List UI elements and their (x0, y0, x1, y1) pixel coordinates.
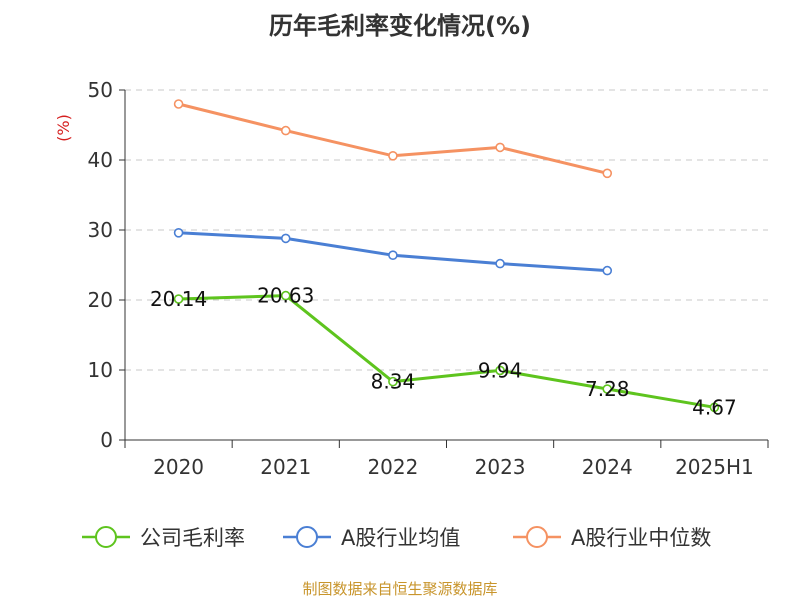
x-tick-label: 2020 (153, 455, 204, 479)
x-tick-label: 2023 (475, 455, 526, 479)
legend-label-0: 公司毛利率 (140, 526, 245, 550)
series-point-0 (280, 290, 291, 301)
data-label: 4.67 (692, 395, 737, 419)
series-point-2 (173, 99, 184, 109)
series-point-1 (388, 250, 398, 260)
y-tick-label: 50 (88, 78, 113, 102)
y-tick-label: 10 (88, 358, 113, 382)
series-point-1 (280, 233, 291, 244)
legend-label-1: A股行业均值 (341, 526, 460, 550)
series-point-2 (602, 168, 613, 179)
data-label: 20.14 (150, 287, 207, 311)
x-tick-label: 2021 (260, 455, 311, 479)
data-labels: 20.14 20.63 8.34 9.94 7.28 4.67 (150, 284, 737, 420)
y-tick-label: 20 (88, 288, 113, 312)
y-tick-label: 30 (88, 218, 113, 242)
series-line-0 (178, 294, 715, 409)
series-point-1 (173, 228, 184, 238)
legend-label-2: A股行业中位数 (571, 526, 711, 550)
series-point-2 (495, 142, 505, 153)
legend-marker-0 (95, 526, 117, 548)
series-point-1 (602, 265, 613, 276)
data-label: 20.63 (257, 284, 314, 308)
data-label: 9.94 (478, 358, 523, 382)
series-line-2 (178, 102, 608, 175)
y-axis-label: (%) (54, 114, 73, 142)
gridlines (125, 89, 768, 371)
series-point-0 (495, 365, 505, 376)
chart-title: 历年毛利率变化情况(%) (269, 12, 531, 40)
legend: 公司毛利率 A股行业均值 A股行业中位数 (82, 526, 711, 550)
legend-marker-1 (296, 526, 318, 548)
y-tick-label: 0 (100, 428, 113, 452)
series-point-0 (388, 376, 398, 387)
data-label: 8.34 (371, 370, 416, 394)
series-lines (178, 102, 715, 409)
y-tick-label: 40 (88, 148, 113, 172)
series-point-0 (602, 384, 613, 394)
series-point-0 (709, 402, 720, 413)
axes: 0 10 20 30 40 50 (%) 2020 2021 2022 2023 2024 2025H1 (54, 78, 769, 479)
series-point-2 (280, 125, 291, 136)
series-point-1 (495, 258, 505, 269)
x-tick-label: 2022 (367, 455, 418, 479)
legend-marker-2 (526, 526, 548, 548)
x-tick-label: 2025H1 (675, 455, 754, 479)
data-label: 7.28 (585, 377, 630, 401)
x-tick-label: 2024 (582, 455, 633, 479)
series-points (173, 99, 720, 413)
source-note: 制图数据来自恒生聚源数据库 (302, 580, 498, 598)
series-point-2 (388, 151, 398, 161)
series-point-0 (173, 294, 184, 304)
